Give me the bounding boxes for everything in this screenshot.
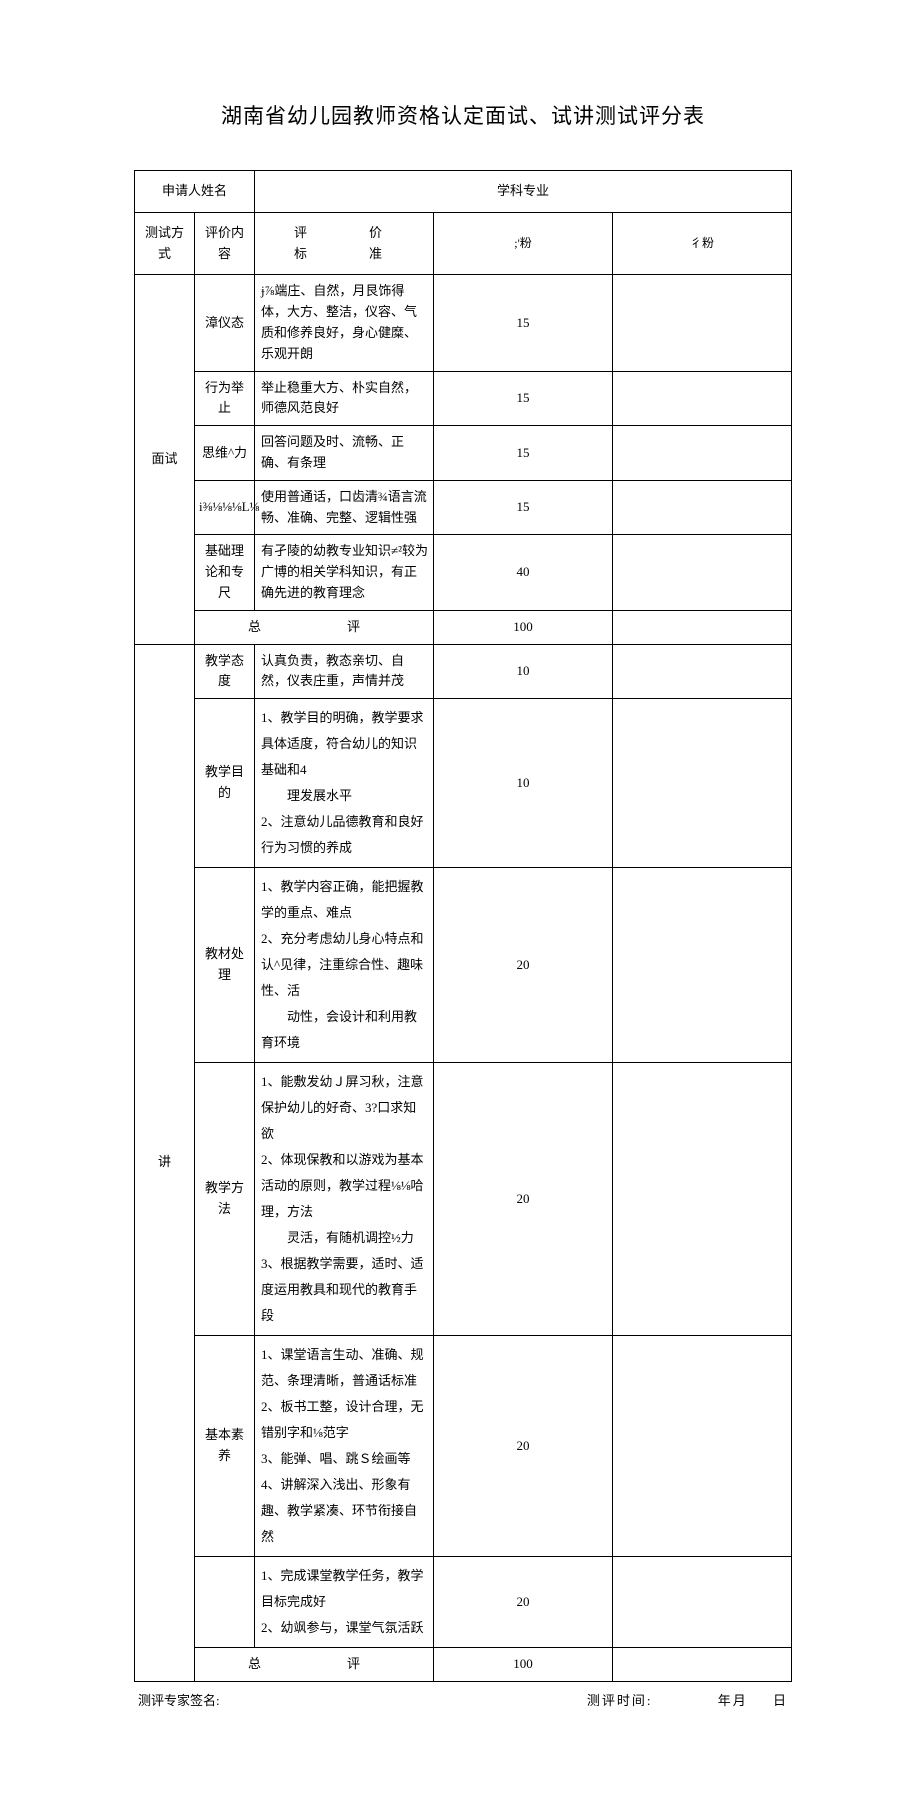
- interview-criteria-0: ɉ⅞端庄、自然，月艮饰得体，大方、整洁，仪容、气质和修养良好，身心健糜、乐观开朗: [255, 275, 434, 371]
- lecture-score-4: 20: [434, 1336, 613, 1557]
- interview-content-2: 思维^力: [195, 426, 255, 481]
- interview-score-0: 15: [434, 275, 613, 371]
- interview-total-score: 100: [434, 610, 613, 644]
- lecture-score-5: 20: [434, 1557, 613, 1648]
- interview-row: 思维^力 回答问题及时、流畅、正确、有条理 15: [135, 426, 792, 481]
- time-label: 测评时间:: [587, 1693, 653, 1708]
- interview-actual-4: [613, 535, 792, 610]
- lecture-criteria-0: 认真负责，教态亲切、自然，仪表庄重，声情并茂: [255, 644, 434, 699]
- lecture-actual-0: [613, 644, 792, 699]
- page-title: 湖南省幼儿园教师资格认定面试、试讲测试评分表: [134, 100, 792, 130]
- interview-actual-1: [613, 371, 792, 426]
- lecture-row: 教学目的 1、教学目的明确，教学要求具体适度，符合幼儿的知识基础和4 理发展水平…: [135, 699, 792, 868]
- lecture-total-score: 100: [434, 1648, 613, 1682]
- lecture-score-1: 10: [434, 699, 613, 868]
- col-actual-header: 彳粉: [613, 212, 792, 275]
- lecture-content-1: 教学目的: [195, 699, 255, 868]
- month-label: 月: [733, 1693, 748, 1708]
- lecture-criteria-3: 1、能敷发幼Ｊ屏习秋，注意保护幼儿的好奇、3?口求知欲2、体现保教和以游戏为基本…: [255, 1063, 434, 1336]
- lecture-actual-4: [613, 1336, 792, 1557]
- day-label: 日: [773, 1693, 788, 1708]
- interview-score-3: 15: [434, 480, 613, 535]
- interview-row: 行为举止 举止稳重大方、朴实自然，师德风范良好 15: [135, 371, 792, 426]
- score-table: 申请人姓名 学科专业 测试方式 评价内容 评 价 标 准 ;'粉 彳粉 面试 漳…: [134, 170, 792, 1682]
- year-label: 年: [718, 1693, 733, 1708]
- lecture-criteria-1: 1、教学目的明确，教学要求具体适度，符合幼儿的知识基础和4 理发展水平2、注意幼…: [255, 699, 434, 868]
- applicant-row: 申请人姓名 学科专业: [135, 171, 792, 213]
- interview-content-4: 基础理论和专尺: [195, 535, 255, 610]
- interview-content-3: i⅜⅛⅛⅛L⅛: [195, 480, 255, 535]
- interview-total-label: 总 评: [195, 610, 434, 644]
- lecture-actual-1: [613, 699, 792, 868]
- interview-criteria-1: 举止稳重大方、朴实自然，师德风范良好: [255, 371, 434, 426]
- interview-row: 基础理论和专尺 有孑陵的幼教专业知识≠²较为广博的相关学科知识，有正确先进的教育…: [135, 535, 792, 610]
- lecture-score-0: 10: [434, 644, 613, 699]
- interview-actual-3: [613, 480, 792, 535]
- lecture-actual-2: [613, 868, 792, 1063]
- lecture-actual-5: [613, 1557, 792, 1648]
- lecture-content-3: 教学方法: [195, 1063, 255, 1336]
- lecture-content-0: 教学态度: [195, 644, 255, 699]
- lecture-criteria-4: 1、课堂语言生动、准确、规范、条理清晰，普通话标准2、板书工整，设计合理，无错别…: [255, 1336, 434, 1557]
- lecture-total-label: 总 评: [195, 1648, 434, 1682]
- time-section: 测评时间: 年月 日: [587, 1690, 788, 1709]
- lecture-total-actual: [613, 1648, 792, 1682]
- lecture-score-3: 20: [434, 1063, 613, 1336]
- col-method-header: 测试方式: [135, 212, 195, 275]
- col-criteria-header: 评 价 标 准: [255, 212, 434, 275]
- interview-actual-0: [613, 275, 792, 371]
- lecture-row: 1、完成课堂教学任务，教学目标完成好2、幼飒参与，课堂气氛活跃 20: [135, 1557, 792, 1648]
- lecture-row: 基本素养 1、课堂语言生动、准确、规范、条理清晰，普通话标准2、板书工整，设计合…: [135, 1336, 792, 1557]
- interview-criteria-3: 使用普通话，口齿清¾语言流畅、准确、完整、逻辑性强: [255, 480, 434, 535]
- col-score-header: ;'粉: [434, 212, 613, 275]
- interview-score-2: 15: [434, 426, 613, 481]
- interview-row: 面试 漳仪态 ɉ⅞端庄、自然，月艮饰得体，大方、整洁，仪容、气质和修养良好，身心…: [135, 275, 792, 371]
- lecture-label: 讲: [135, 644, 195, 1681]
- interview-criteria-4: 有孑陵的幼教专业知识≠²较为广博的相关学科知识，有正确先进的教育理念: [255, 535, 434, 610]
- interview-row: i⅜⅛⅛⅛L⅛ 使用普通话，口齿清¾语言流畅、准确、完整、逻辑性强 15: [135, 480, 792, 535]
- interview-score-1: 15: [434, 371, 613, 426]
- lecture-criteria-2: 1、教学内容正确，能把握教学的重点、难点2、充分考虑幼儿身心特点和认^见律，注重…: [255, 868, 434, 1063]
- col-content-header: 评价内容: [195, 212, 255, 275]
- column-header-row: 测试方式 评价内容 评 价 标 准 ;'粉 彳粉: [135, 212, 792, 275]
- interview-score-4: 40: [434, 535, 613, 610]
- lecture-score-2: 20: [434, 868, 613, 1063]
- interview-criteria-2: 回答问题及时、流畅、正确、有条理: [255, 426, 434, 481]
- interview-content-0: 漳仪态: [195, 275, 255, 371]
- applicant-name-label: 申请人姓名: [135, 171, 255, 213]
- lecture-row: 教学方法 1、能敷发幼Ｊ屏习秋，注意保护幼儿的好奇、3?口求知欲2、体现保教和以…: [135, 1063, 792, 1336]
- interview-label: 面试: [135, 275, 195, 644]
- lecture-criteria-5: 1、完成课堂教学任务，教学目标完成好2、幼飒参与，课堂气氛活跃: [255, 1557, 434, 1648]
- lecture-content-4: 基本素养: [195, 1336, 255, 1557]
- lecture-content-5: [195, 1557, 255, 1648]
- lecture-row: 讲 教学态度 认真负责，教态亲切、自然，仪表庄重，声情并茂 10: [135, 644, 792, 699]
- interview-total-actual: [613, 610, 792, 644]
- interview-actual-2: [613, 426, 792, 481]
- interview-content-1: 行为举止: [195, 371, 255, 426]
- lecture-row: 教材处理 1、教学内容正确，能把握教学的重点、难点2、充分考虑幼儿身心特点和认^…: [135, 868, 792, 1063]
- lecture-total-row: 总 评 100: [135, 1648, 792, 1682]
- signature-label: 测评专家签名:: [138, 1690, 220, 1709]
- lecture-actual-3: [613, 1063, 792, 1336]
- footer: 测评专家签名: 测评时间: 年月 日: [134, 1690, 792, 1709]
- subject-label: 学科专业: [255, 171, 792, 213]
- interview-total-row: 总 评 100: [135, 610, 792, 644]
- lecture-content-2: 教材处理: [195, 868, 255, 1063]
